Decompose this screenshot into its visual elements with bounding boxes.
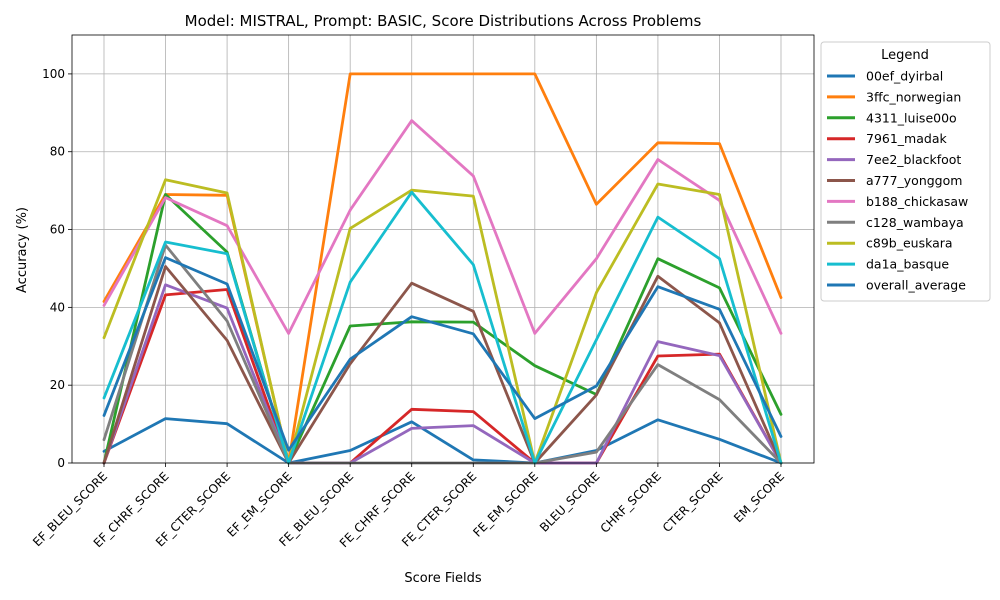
y-tick-label: 60 [50, 223, 65, 237]
y-axis-ticks: 0 20 40 60 80 100 [42, 67, 72, 470]
y-tick-label: 80 [50, 145, 65, 159]
series-line-a777_yonggom [102, 265, 783, 465]
legend-label: 4311_luise00o [866, 110, 957, 125]
legend-label: overall_average [866, 278, 966, 293]
series-line-overall_average [102, 256, 783, 452]
series-line-b188_chickasaw [102, 119, 783, 335]
series-line-3ffc_norwegian [102, 72, 783, 465]
legend-label: c89b_euskara [866, 236, 953, 251]
y-tick-label: 100 [42, 67, 65, 81]
plot-frame [71, 34, 815, 464]
legend-label: 3ffc_norwegian [866, 89, 961, 104]
plot-area [71, 34, 815, 465]
series-line-c89b_euskara [102, 178, 783, 465]
legend-label: 7961_madak [866, 131, 947, 146]
legend-label: 7ee2_blackfoot [866, 152, 961, 167]
series-line-4311_luise00o [102, 193, 783, 465]
x-axis-label: Score Fields [404, 571, 482, 586]
legend-label: c128_wambaya [866, 215, 964, 230]
legend-label: a777_yonggom [866, 173, 962, 188]
grid-lines [72, 35, 814, 464]
y-axis-label: Accuracy (%) [15, 207, 30, 293]
series-line-da1a_basque [102, 190, 783, 465]
legend-items: 00ef_dyirbal 3ffc_norwegian 4311_luise00o 7… [827, 69, 968, 293]
y-tick-label: 40 [50, 300, 65, 314]
series-line-00ef_dyirbal [102, 417, 783, 465]
y-tick-label: 20 [50, 378, 65, 392]
legend-title: Legend [881, 48, 929, 63]
series-line-7ee2_blackfoot [102, 283, 783, 465]
legend-label: b188_chickasaw [866, 194, 968, 209]
legend-label: da1a_basque [866, 257, 949, 272]
series-lines [102, 72, 783, 465]
legend-box [820, 41, 991, 302]
series-line-7961_madak [102, 288, 783, 465]
legend: Legend 00ef_dyirbal 3ffc_norwegian 4311_lu… [820, 41, 991, 302]
legend-label: 00ef_dyirbal [866, 69, 943, 84]
y-tick-label: 0 [57, 456, 65, 470]
chart-title: Model: MISTRAL, Prompt: BASIC, Score Dis… [185, 12, 702, 30]
